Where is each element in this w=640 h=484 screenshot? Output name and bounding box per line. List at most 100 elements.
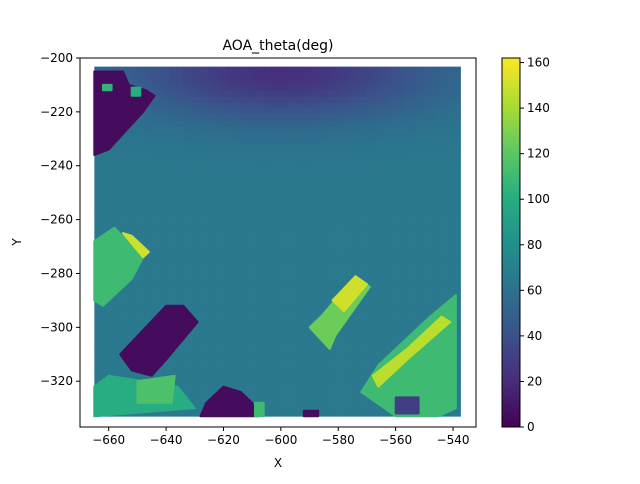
heatmap-cell [454, 119, 461, 127]
heatmap-cell [384, 333, 392, 340]
heatmap-cell [435, 226, 442, 233]
heatmap-cell [125, 185, 133, 192]
heatmap-cell [151, 226, 158, 233]
heatmap-cell [422, 303, 430, 310]
heatmap-cell [454, 226, 461, 233]
heatmap-cell [226, 84, 234, 91]
heatmap-cell [290, 108, 297, 115]
heatmap-cell [308, 78, 316, 85]
heatmap-cell [245, 102, 253, 109]
heatmap-cell [252, 291, 259, 299]
heatmap-cell [296, 84, 304, 91]
heatmap-cell [195, 202, 203, 210]
heatmap-cell [214, 161, 222, 168]
heatmap-cell [397, 78, 405, 85]
heatmap-cell [220, 351, 228, 358]
heatmap-cell [100, 191, 108, 198]
heatmap-cell [359, 214, 367, 222]
heatmap-cell [220, 208, 228, 216]
heatmap-cell [233, 167, 240, 174]
heatmap-cell [245, 114, 253, 121]
heatmap-cell [252, 179, 259, 186]
heatmap-cell [378, 137, 386, 145]
heatmap-cell [315, 256, 323, 263]
heatmap-cell [410, 173, 417, 180]
heatmap-cell [100, 185, 108, 192]
heatmap-cell [226, 208, 234, 216]
heatmap-cell [296, 208, 304, 216]
heatmap-cell [271, 345, 278, 352]
heatmap-cell [302, 250, 310, 257]
heatmap-cell [391, 173, 398, 180]
heatmap-cell [397, 108, 405, 115]
heatmap-cell [454, 66, 461, 73]
heatmap-cell [277, 356, 285, 364]
heatmap-cell [157, 208, 165, 216]
heatmap-cell [245, 90, 253, 97]
heatmap-cell [327, 102, 335, 109]
heatmap-cell [226, 356, 234, 364]
heatmap-cell [422, 297, 430, 305]
heatmap-cell [308, 119, 316, 127]
heatmap-cell [302, 96, 310, 103]
heatmap-cell [157, 143, 165, 150]
heatmap-cell [308, 279, 316, 287]
heatmap-cell [296, 108, 304, 115]
heatmap-cell [100, 339, 108, 346]
heatmap-cell [391, 119, 398, 127]
heatmap-cell [315, 262, 323, 269]
heatmap-cell [403, 321, 411, 328]
heatmap-cell [454, 291, 461, 299]
heatmap-cell [195, 285, 203, 293]
heatmap-cell [454, 333, 461, 340]
heatmap-cell [321, 84, 329, 91]
heatmap-cell [397, 232, 405, 239]
heatmap-cell [277, 179, 285, 186]
heatmap-cell [441, 191, 449, 198]
heatmap-cell [106, 179, 114, 186]
heatmap-cell [94, 161, 102, 168]
heatmap-cell [372, 155, 379, 162]
x-tick-label: −640 [150, 433, 183, 447]
heatmap-cell [106, 321, 114, 328]
heatmap-cell [454, 196, 461, 204]
heatmap-cell [271, 214, 278, 222]
heatmap-cell [233, 309, 240, 316]
heatmap-cell [422, 161, 430, 168]
heatmap-cell [233, 226, 240, 233]
heatmap-cell [207, 202, 215, 210]
heatmap-cell [207, 351, 215, 358]
heatmap-cell [397, 114, 405, 121]
heatmap-cell [119, 173, 127, 180]
heatmap-cell [397, 291, 405, 299]
heatmap-cell [157, 220, 165, 228]
heatmap-cell [321, 208, 329, 216]
heatmap-cell [378, 143, 386, 150]
heatmap-cell [132, 315, 139, 322]
heatmap-cell [214, 208, 222, 216]
heatmap-cell [207, 321, 215, 328]
heatmap-cell [201, 72, 209, 79]
heatmap-cell [397, 161, 405, 168]
heatmap-cell [170, 173, 177, 180]
heatmap-cell [435, 90, 442, 97]
heatmap-cell [391, 185, 398, 192]
heatmap-cell [119, 368, 127, 376]
heatmap-cell [220, 256, 228, 263]
heatmap-cell [176, 191, 184, 198]
heatmap-cell [239, 333, 247, 340]
heatmap-cell [245, 220, 253, 228]
heatmap-cell [428, 78, 436, 85]
heatmap-cell [359, 202, 367, 210]
heatmap-cell [435, 208, 442, 216]
heatmap-cell [315, 155, 323, 162]
heatmap-cell [359, 238, 367, 245]
heatmap-cell [106, 149, 114, 156]
heatmap-cell [340, 155, 348, 162]
heatmap-cell [271, 72, 278, 79]
heatmap-cell [290, 179, 297, 186]
heatmap-cell [308, 339, 316, 346]
heatmap-cell [315, 137, 323, 145]
heatmap-cell [359, 232, 367, 239]
heatmap-cell [416, 262, 424, 269]
